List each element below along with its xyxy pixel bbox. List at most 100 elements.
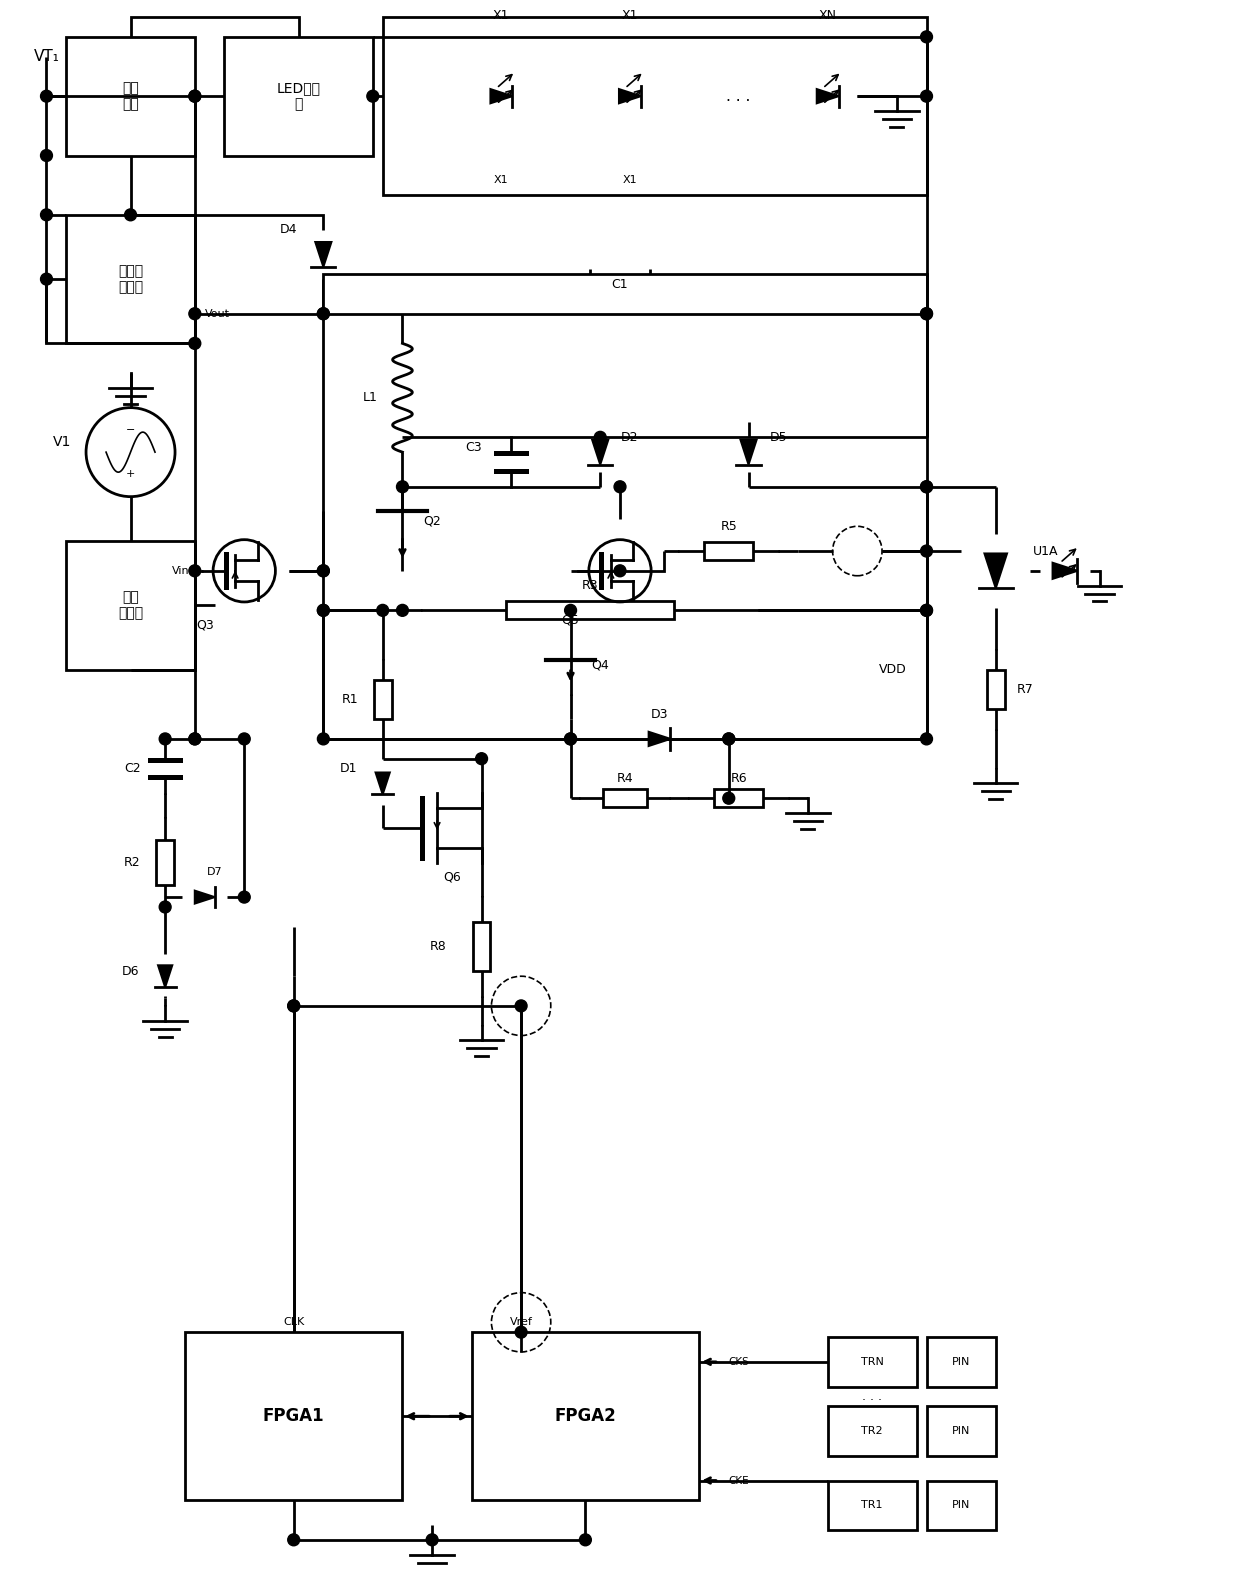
Text: R8: R8 [430,940,446,953]
Text: PIN: PIN [952,1500,971,1511]
Text: FPGA1: FPGA1 [263,1407,325,1426]
Circle shape [920,308,932,320]
Bar [66,541,195,670]
Circle shape [41,208,52,221]
Circle shape [920,604,932,617]
Bar [471,1333,699,1500]
Text: TR2: TR2 [862,1426,883,1437]
Text: R6: R6 [730,773,746,785]
Circle shape [920,481,932,492]
Text: Q6: Q6 [443,871,461,883]
Bar [827,1407,916,1456]
Text: PIN: PIN [952,1356,971,1367]
Bar [506,601,675,620]
Circle shape [188,90,201,103]
Bar [827,1337,916,1386]
Polygon shape [619,90,641,103]
Text: TR1: TR1 [862,1500,883,1511]
Polygon shape [649,732,671,746]
Text: . . .: . . . [727,88,751,104]
Text: FPGA2: FPGA2 [554,1407,616,1426]
Text: D2: D2 [621,431,639,443]
Circle shape [188,337,201,350]
Circle shape [515,1326,527,1339]
Text: R7: R7 [1017,683,1034,695]
Circle shape [397,481,408,492]
Circle shape [317,604,330,617]
Circle shape [614,565,626,577]
Text: C3: C3 [465,440,481,454]
Text: Q5: Q5 [562,613,579,626]
Circle shape [188,565,201,577]
Polygon shape [817,90,838,103]
Circle shape [920,32,932,43]
Bar [66,214,195,344]
Circle shape [188,733,201,744]
Circle shape [579,1534,591,1545]
Text: Q3: Q3 [196,618,213,632]
Circle shape [188,308,201,320]
Bar [704,542,754,560]
Circle shape [920,546,932,557]
Text: X1: X1 [622,175,637,185]
Circle shape [564,604,577,617]
Circle shape [124,208,136,221]
Bar [926,1407,996,1456]
Bar [185,1333,403,1500]
Polygon shape [491,90,512,103]
Polygon shape [985,554,1007,588]
Circle shape [515,1000,527,1012]
Circle shape [41,90,52,103]
Bar [926,1481,996,1530]
Text: X1: X1 [621,8,639,22]
Bar [156,841,174,885]
Circle shape [427,1534,438,1545]
Bar [224,36,373,156]
Text: XN: XN [818,8,837,22]
Bar [603,790,647,807]
Text: +: + [125,470,135,479]
Text: Q4: Q4 [591,658,609,672]
Polygon shape [315,241,331,267]
Text: R3: R3 [582,579,599,591]
Bar [987,670,1004,710]
Text: CKS: CKS [728,1356,749,1367]
Text: Vout: Vout [205,309,229,319]
Text: Vin: Vin [172,566,190,576]
Circle shape [920,481,932,492]
Circle shape [317,565,330,577]
Bar [714,790,764,807]
Polygon shape [740,440,756,465]
Bar [926,1337,996,1386]
Circle shape [377,604,388,617]
Circle shape [614,481,626,492]
Circle shape [367,90,378,103]
Circle shape [238,733,250,744]
Text: D3: D3 [651,708,668,721]
Polygon shape [195,891,215,904]
Text: X1: X1 [494,8,510,22]
Circle shape [476,752,487,765]
Text: Q2: Q2 [423,514,441,528]
Text: X1: X1 [494,175,508,185]
Text: Vref: Vref [510,1317,532,1328]
Circle shape [920,308,932,320]
Polygon shape [157,965,172,987]
Text: V1: V1 [53,435,71,449]
Text: D5: D5 [769,431,787,443]
Text: LED驱动
器: LED驱动 器 [277,80,321,112]
Text: R4: R4 [616,773,634,785]
Circle shape [564,733,577,744]
Text: U1A: U1A [1033,544,1058,558]
Circle shape [317,565,330,577]
Circle shape [397,604,408,617]
Circle shape [288,1534,300,1545]
Circle shape [723,733,735,744]
Bar [472,923,491,971]
Text: CLK: CLK [283,1317,304,1328]
Circle shape [188,733,201,744]
Circle shape [723,733,735,744]
Text: 低噪声
隔离器: 低噪声 隔离器 [118,263,143,295]
Circle shape [317,308,330,320]
Text: . . .: . . . [862,1389,882,1404]
